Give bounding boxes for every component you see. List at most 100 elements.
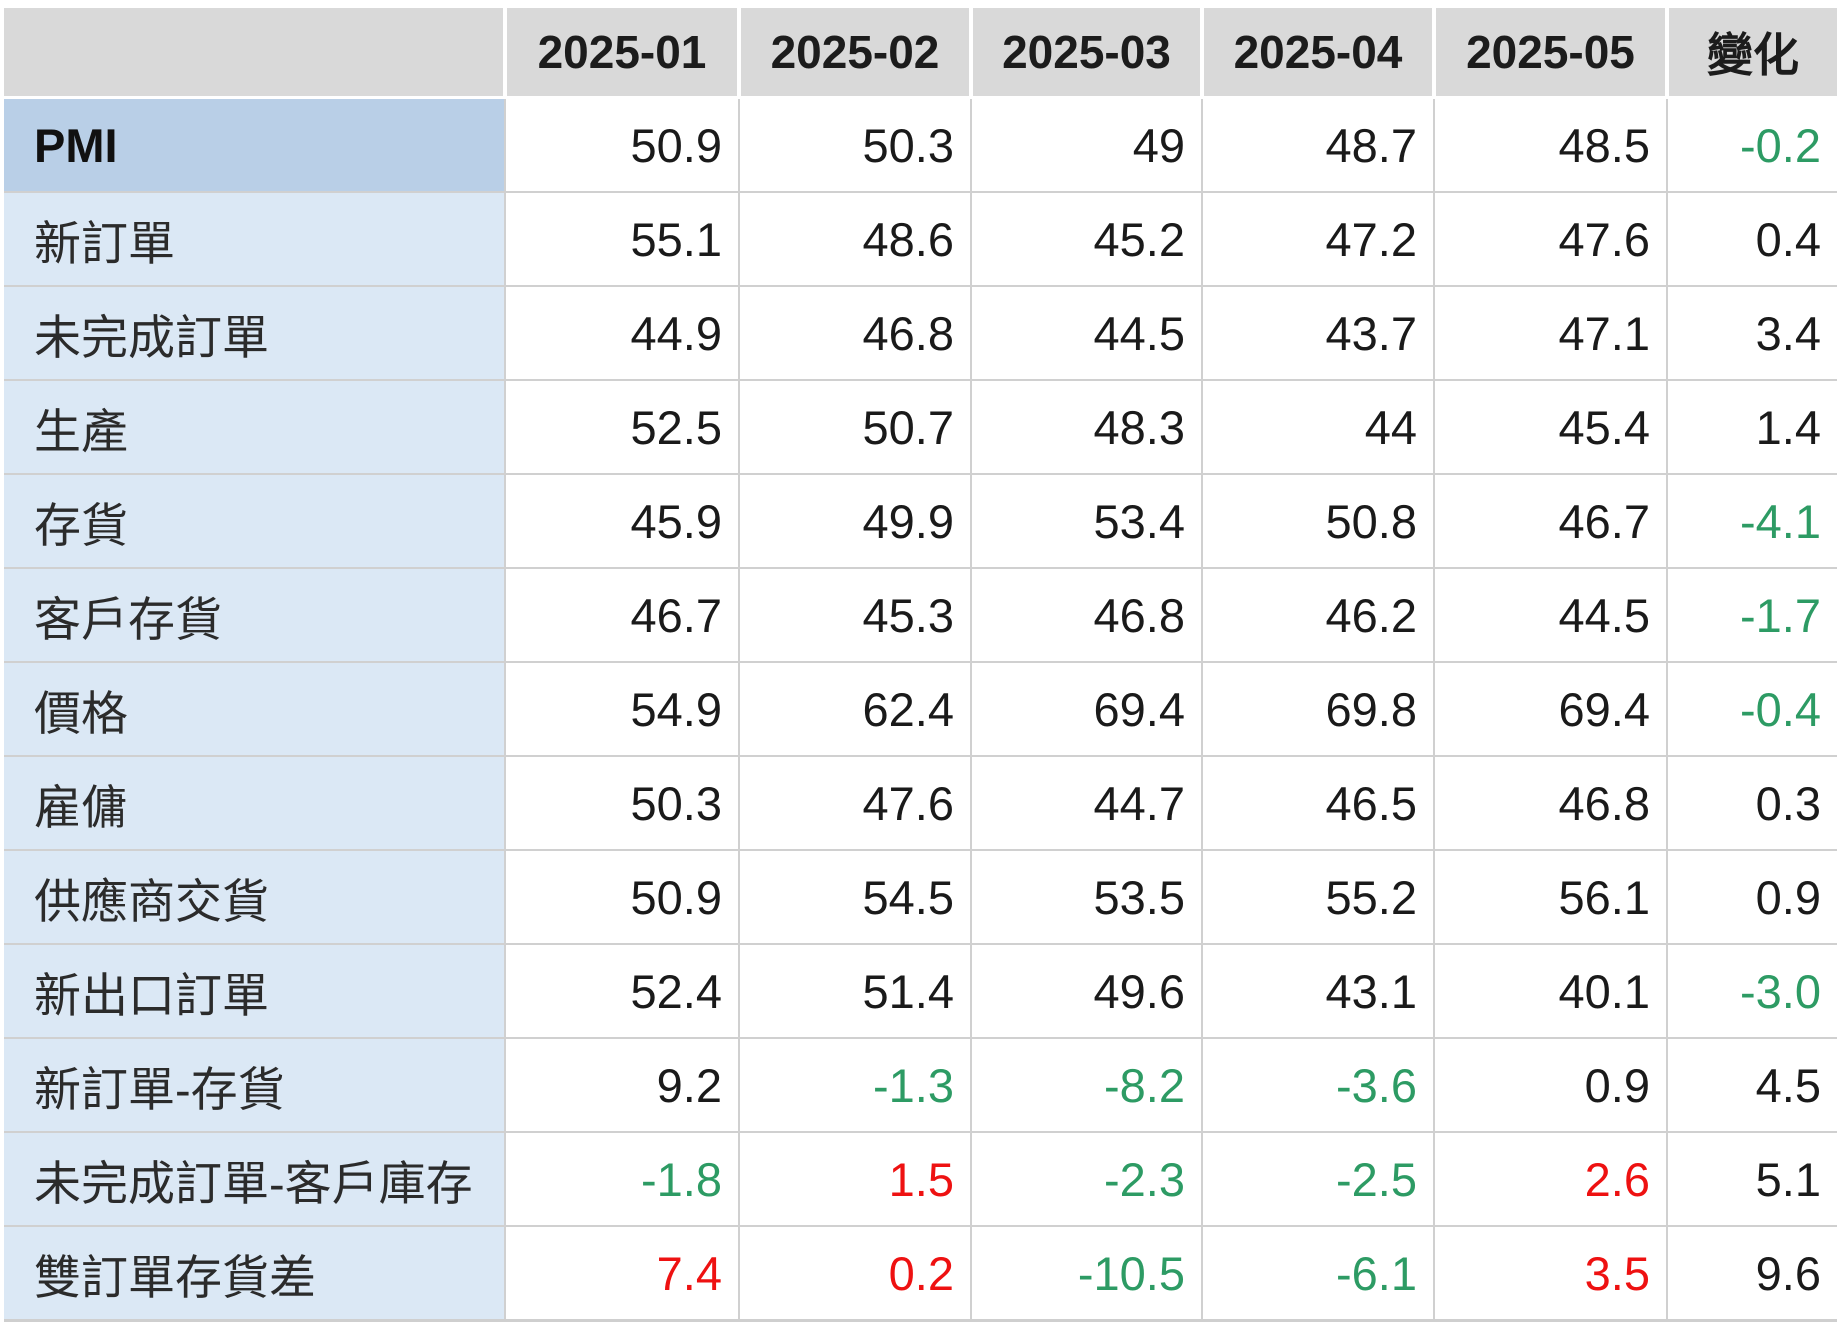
value-cell[interactable]: 48.6 <box>739 191 972 286</box>
value-cell[interactable]: 0.2 <box>739 1225 972 1322</box>
row-label[interactable]: 雙訂單存貨差 <box>4 1225 506 1322</box>
change-cell[interactable]: 0.3 <box>1667 755 1837 850</box>
value-cell[interactable]: -1.8 <box>505 1131 740 1226</box>
table-row: 未完成訂單-客戶庫存 -1.8 1.5 -2.3 -2.5 2.6 5.1 <box>4 1131 1837 1226</box>
value-cell[interactable]: 49 <box>971 96 1203 192</box>
value-cell[interactable]: 44.7 <box>971 755 1203 850</box>
value-cell[interactable]: 47.6 <box>739 755 972 850</box>
row-label[interactable]: 價格 <box>4 661 506 756</box>
value-cell[interactable]: 52.4 <box>505 943 740 1038</box>
change-column-header[interactable]: 變化 <box>1665 8 1837 99</box>
table-row: 雇傭 50.3 47.6 44.7 46.5 46.8 0.3 <box>4 755 1837 850</box>
value-cell[interactable]: 54.9 <box>505 661 740 756</box>
value-cell[interactable]: 54.5 <box>739 849 972 944</box>
change-cell[interactable]: 0.4 <box>1667 191 1837 286</box>
month-column-header[interactable]: 2025-04 <box>1200 8 1434 99</box>
change-cell[interactable]: 5.1 <box>1667 1131 1837 1226</box>
value-cell[interactable]: 69.4 <box>971 661 1203 756</box>
value-cell[interactable]: -3.6 <box>1202 1037 1435 1132</box>
value-cell[interactable]: 53.4 <box>971 473 1203 568</box>
value-cell[interactable]: 45.2 <box>971 191 1203 286</box>
row-label[interactable]: 未完成訂單 <box>4 285 506 380</box>
value-cell[interactable]: 52.5 <box>505 379 740 474</box>
value-cell[interactable]: 45.3 <box>739 567 972 662</box>
value-cell[interactable]: 46.2 <box>1202 567 1435 662</box>
month-column-header[interactable]: 2025-05 <box>1432 8 1667 99</box>
change-cell[interactable]: 0.9 <box>1667 849 1837 944</box>
row-label[interactable]: 未完成訂單-客戶庫存 <box>4 1131 506 1226</box>
value-cell[interactable]: 7.4 <box>505 1225 740 1322</box>
value-cell[interactable]: 44.5 <box>1434 567 1668 662</box>
row-label[interactable]: 新訂單 <box>4 191 506 286</box>
value-cell[interactable]: 1.5 <box>739 1131 972 1226</box>
value-cell[interactable]: -8.2 <box>971 1037 1203 1132</box>
value-cell[interactable]: 3.5 <box>1434 1225 1668 1322</box>
value-cell[interactable]: 50.9 <box>505 96 740 192</box>
row-label[interactable]: 雇傭 <box>4 755 506 850</box>
value-cell[interactable]: 43.7 <box>1202 285 1435 380</box>
change-cell[interactable]: -0.2 <box>1667 96 1837 192</box>
value-cell[interactable]: -2.5 <box>1202 1131 1435 1226</box>
value-cell[interactable]: 53.5 <box>971 849 1203 944</box>
value-cell[interactable]: 47.1 <box>1434 285 1668 380</box>
value-cell[interactable]: 50.3 <box>505 755 740 850</box>
value-cell[interactable]: 50.3 <box>739 96 972 192</box>
value-cell[interactable]: -1.3 <box>739 1037 972 1132</box>
value-cell[interactable]: 48.7 <box>1202 96 1435 192</box>
month-column-header[interactable]: 2025-03 <box>969 8 1202 99</box>
value-cell[interactable]: 51.4 <box>739 943 972 1038</box>
month-column-header[interactable]: 2025-01 <box>503 8 739 99</box>
value-cell[interactable]: 46.5 <box>1202 755 1435 850</box>
change-cell[interactable]: 3.4 <box>1667 285 1837 380</box>
corner-cell[interactable] <box>4 8 505 99</box>
value-cell[interactable]: 43.1 <box>1202 943 1435 1038</box>
value-cell[interactable]: 69.8 <box>1202 661 1435 756</box>
value-cell[interactable]: 0.9 <box>1434 1037 1668 1132</box>
change-cell[interactable]: 9.6 <box>1667 1225 1837 1322</box>
value-cell[interactable]: 50.8 <box>1202 473 1435 568</box>
change-cell[interactable]: -1.7 <box>1667 567 1837 662</box>
value-cell[interactable]: 45.4 <box>1434 379 1668 474</box>
row-label[interactable]: 新訂單-存貨 <box>4 1037 506 1132</box>
value-cell[interactable]: 45.9 <box>505 473 740 568</box>
value-cell[interactable]: 44.9 <box>505 285 740 380</box>
value-cell[interactable]: 55.1 <box>505 191 740 286</box>
value-cell[interactable]: 56.1 <box>1434 849 1668 944</box>
value-cell[interactable]: 2.6 <box>1434 1131 1668 1226</box>
value-cell[interactable]: 46.7 <box>1434 473 1668 568</box>
value-cell[interactable]: 49.6 <box>971 943 1203 1038</box>
value-cell[interactable]: 46.8 <box>1434 755 1668 850</box>
value-cell[interactable]: 44 <box>1202 379 1435 474</box>
value-cell[interactable]: 44.5 <box>971 285 1203 380</box>
value-cell[interactable]: 50.7 <box>739 379 972 474</box>
change-cell[interactable]: 4.5 <box>1667 1037 1837 1132</box>
value-cell[interactable]: 50.9 <box>505 849 740 944</box>
value-cell[interactable]: -10.5 <box>971 1225 1203 1322</box>
value-cell[interactable]: 46.8 <box>971 567 1203 662</box>
value-cell[interactable]: 69.4 <box>1434 661 1668 756</box>
value-cell[interactable]: 48.5 <box>1434 96 1668 192</box>
value-cell[interactable]: 40.1 <box>1434 943 1668 1038</box>
value-cell[interactable]: 9.2 <box>505 1037 740 1132</box>
value-cell[interactable]: 62.4 <box>739 661 972 756</box>
month-column-header[interactable]: 2025-02 <box>737 8 971 99</box>
value-cell[interactable]: 47.2 <box>1202 191 1435 286</box>
row-label[interactable]: 新出口訂單 <box>4 943 506 1038</box>
row-label[interactable]: 供應商交貨 <box>4 849 506 944</box>
value-cell[interactable]: 47.6 <box>1434 191 1668 286</box>
value-cell[interactable]: 55.2 <box>1202 849 1435 944</box>
change-cell[interactable]: -3.0 <box>1667 943 1837 1038</box>
change-cell[interactable]: -4.1 <box>1667 473 1837 568</box>
change-cell[interactable]: 1.4 <box>1667 379 1837 474</box>
row-label[interactable]: 客戶存貨 <box>4 567 506 662</box>
value-cell[interactable]: -2.3 <box>971 1131 1203 1226</box>
value-cell[interactable]: 46.7 <box>505 567 740 662</box>
row-label[interactable]: PMI <box>4 96 506 192</box>
row-label[interactable]: 存貨 <box>4 473 506 568</box>
value-cell[interactable]: -6.1 <box>1202 1225 1435 1322</box>
value-cell[interactable]: 46.8 <box>739 285 972 380</box>
value-cell[interactable]: 48.3 <box>971 379 1203 474</box>
row-label[interactable]: 生產 <box>4 379 506 474</box>
value-cell[interactable]: 49.9 <box>739 473 972 568</box>
change-cell[interactable]: -0.4 <box>1667 661 1837 756</box>
